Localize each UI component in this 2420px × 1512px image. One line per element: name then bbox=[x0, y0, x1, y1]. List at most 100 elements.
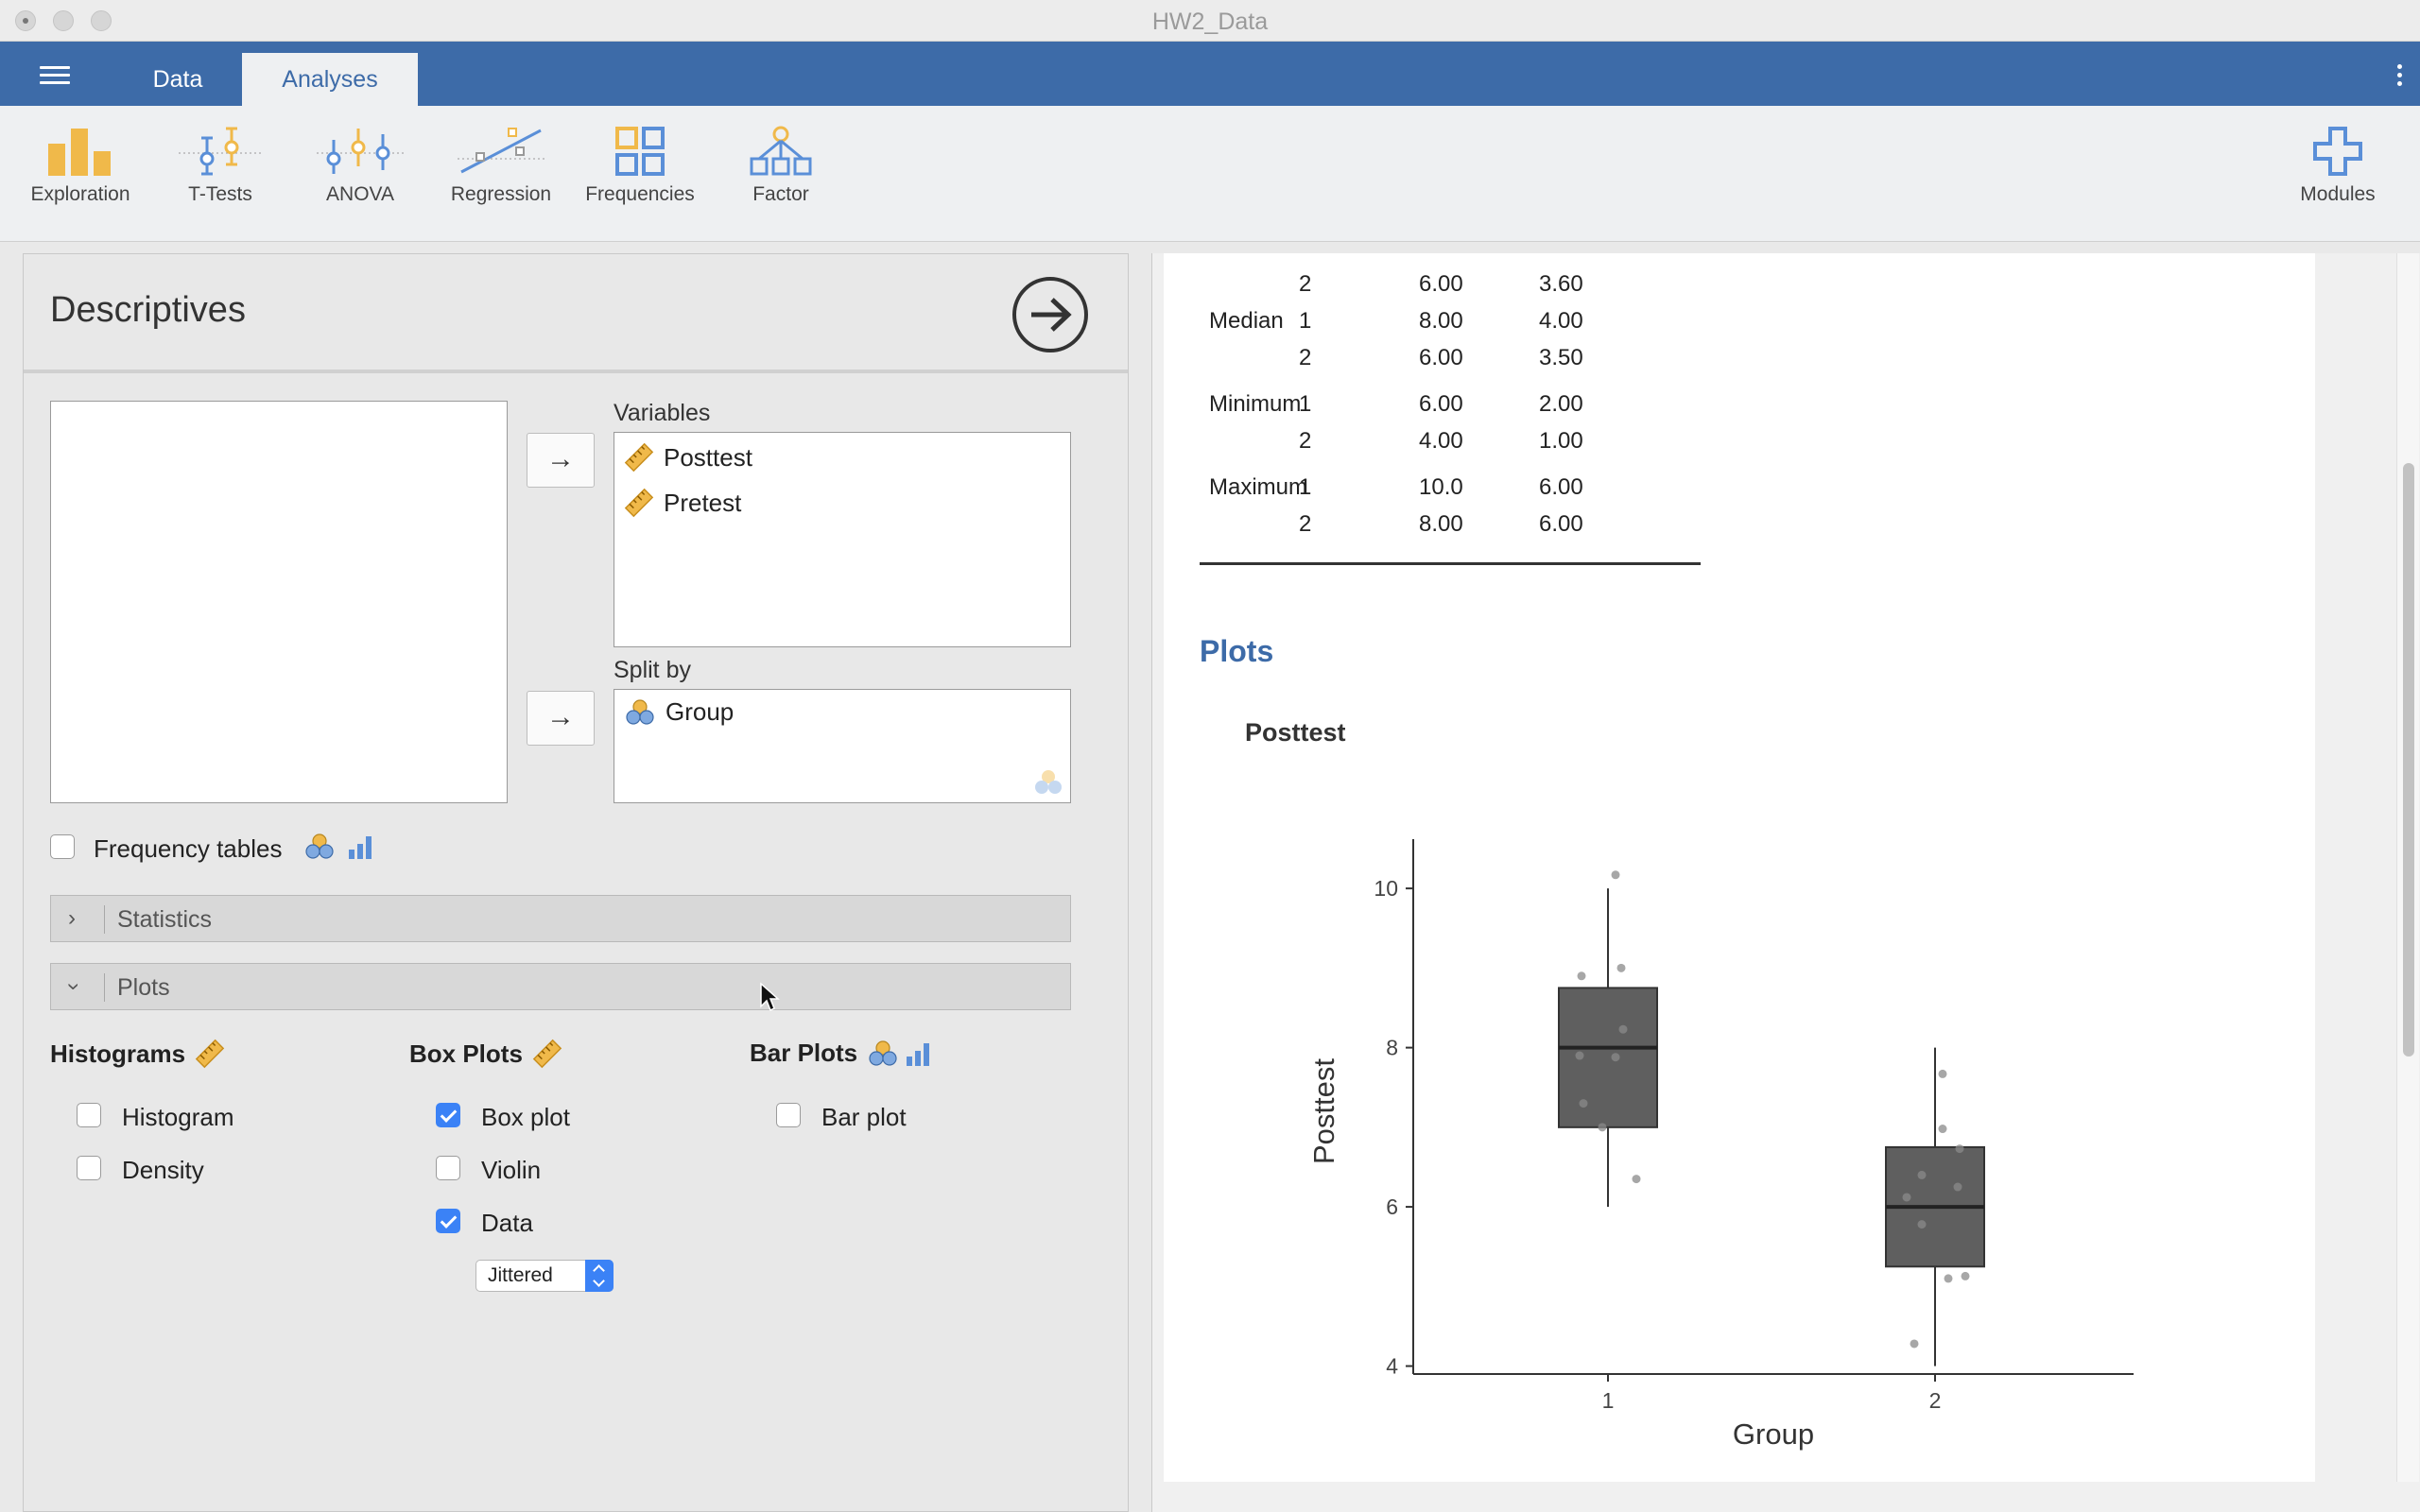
x-tick-label: 2 bbox=[1929, 1388, 1942, 1413]
pretest-cell: 3.50 bbox=[1539, 345, 1583, 370]
frequencies-button[interactable]: Frequencies bbox=[569, 125, 711, 206]
data-display-select[interactable]: Jittered bbox=[475, 1260, 614, 1292]
pretest-cell: 6.00 bbox=[1539, 511, 1583, 537]
statistics-section-label: Statistics bbox=[117, 906, 213, 933]
mouse-cursor-icon bbox=[760, 982, 780, 1012]
data-point bbox=[1575, 1051, 1584, 1060]
ttests-button[interactable]: T-Tests bbox=[149, 125, 291, 206]
bar-plot-checkbox[interactable] bbox=[776, 1103, 801, 1127]
frequencies-icon bbox=[615, 127, 665, 176]
box-plot-label: Box plot bbox=[481, 1103, 570, 1131]
available-variables-list[interactable] bbox=[50, 401, 508, 803]
pretest-cell: 1.00 bbox=[1539, 428, 1583, 454]
results-scrollbar[interactable] bbox=[2396, 253, 2419, 1482]
factor-icon bbox=[750, 126, 812, 176]
ruler-icon bbox=[624, 488, 654, 518]
anova-button[interactable]: ANOVA bbox=[289, 125, 431, 206]
frequencies-label: Frequencies bbox=[585, 183, 695, 205]
posttest-cell: 6.00 bbox=[1419, 271, 1463, 297]
group-cell: 2 bbox=[1299, 345, 1312, 370]
data-point bbox=[1618, 1024, 1628, 1034]
density-checkbox[interactable] bbox=[77, 1156, 101, 1180]
box-group-1 bbox=[1558, 987, 1658, 1128]
group-cell: 2 bbox=[1299, 428, 1312, 454]
move-to-split-by-button[interactable]: → bbox=[527, 691, 595, 746]
factor-label: Factor bbox=[752, 183, 809, 205]
statistics-section-header[interactable]: › Statistics bbox=[50, 895, 1071, 942]
variables-list[interactable]: Posttest Pretest bbox=[614, 432, 1071, 647]
ttests-icon bbox=[179, 127, 262, 176]
factor-button[interactable]: Factor bbox=[710, 125, 852, 206]
data-point bbox=[1632, 1175, 1641, 1184]
anova-icon bbox=[317, 129, 404, 174]
maximize-window-button[interactable] bbox=[91, 10, 112, 31]
y-tick-label: 10 bbox=[1374, 876, 1398, 901]
x-axis-label: Group bbox=[1733, 1418, 1814, 1451]
ordinal-variable-icon bbox=[349, 836, 372, 859]
minimize-window-button[interactable] bbox=[53, 10, 74, 31]
nominal-variable-icon bbox=[1035, 770, 1062, 794]
tab-data[interactable]: Data bbox=[152, 66, 203, 93]
scrollbar-thumb[interactable] bbox=[2403, 463, 2414, 1057]
data-point bbox=[1955, 1144, 1964, 1154]
main-tab-bar: Data Analyses bbox=[0, 42, 2420, 106]
posttest-cell: 8.00 bbox=[1419, 511, 1463, 537]
x-tick-label: 1 bbox=[1602, 1388, 1615, 1413]
exploration-label: Exploration bbox=[30, 183, 130, 205]
frequency-tables-label: Frequency tables bbox=[94, 834, 283, 863]
frequency-tables-checkbox[interactable] bbox=[50, 834, 75, 859]
data-point bbox=[1598, 1123, 1607, 1132]
group-cell: 1 bbox=[1299, 391, 1312, 417]
exploration-button[interactable]: Exploration bbox=[9, 125, 151, 206]
split-by-list[interactable]: Group bbox=[614, 689, 1071, 803]
title-bar: HW2_Data bbox=[0, 0, 2420, 42]
data-point bbox=[1917, 1170, 1927, 1179]
data-point bbox=[1611, 870, 1620, 880]
data-point bbox=[1917, 1220, 1927, 1229]
pretest-cell: 3.60 bbox=[1539, 271, 1583, 297]
group-cell: 1 bbox=[1299, 474, 1312, 500]
run-arrow-button[interactable] bbox=[1012, 277, 1088, 352]
variable-name: Pretest bbox=[664, 488, 742, 517]
posttest-cell: 6.00 bbox=[1419, 345, 1463, 370]
data-label: Data bbox=[481, 1209, 533, 1237]
group-cell: 2 bbox=[1299, 511, 1312, 537]
pretest-cell: 6.00 bbox=[1539, 474, 1583, 500]
data-point bbox=[1616, 963, 1626, 972]
bar-plot-label: Bar plot bbox=[821, 1103, 907, 1131]
list-item[interactable]: Group bbox=[624, 697, 734, 727]
plots-section-header[interactable]: › Plots bbox=[50, 963, 1071, 1010]
histogram-checkbox[interactable] bbox=[77, 1103, 101, 1127]
move-to-variables-button[interactable]: → bbox=[527, 433, 595, 488]
list-item[interactable]: Posttest bbox=[624, 442, 752, 472]
ttests-label: T-Tests bbox=[188, 183, 252, 205]
data-display-value: Jittered bbox=[488, 1264, 553, 1286]
data-point bbox=[1944, 1274, 1953, 1283]
data-checkbox[interactable] bbox=[436, 1209, 460, 1233]
ordinal-variable-icon bbox=[907, 1042, 930, 1066]
data-point bbox=[1910, 1339, 1919, 1349]
tab-analyses[interactable]: Analyses bbox=[242, 53, 418, 106]
list-item[interactable]: Pretest bbox=[624, 488, 741, 518]
stat-cell: Median bbox=[1209, 308, 1284, 334]
group-cell: 1 bbox=[1299, 308, 1312, 334]
chevron-down-icon: › bbox=[61, 983, 87, 990]
data-point bbox=[1961, 1271, 1970, 1280]
plots-section-label: Plots bbox=[117, 974, 170, 1001]
box-plots-group-title: Box Plots bbox=[409, 1039, 562, 1069]
close-window-button[interactable] bbox=[15, 10, 36, 31]
modules-button[interactable]: Modules bbox=[2267, 125, 2409, 206]
select-stepper-icon bbox=[585, 1260, 614, 1292]
menu-icon[interactable] bbox=[40, 66, 70, 84]
violin-checkbox[interactable] bbox=[436, 1156, 460, 1180]
more-options-icon[interactable] bbox=[2397, 64, 2403, 90]
box-plot-checkbox[interactable] bbox=[436, 1103, 460, 1127]
regression-button[interactable]: Regression bbox=[430, 125, 572, 206]
histograms-group-title: Histograms bbox=[50, 1039, 225, 1069]
window-title: HW2_Data bbox=[1151, 9, 1269, 35]
regression-label: Regression bbox=[450, 183, 552, 205]
stat-cell: Maximum bbox=[1209, 474, 1308, 500]
bar-plots-group-title: Bar Plots bbox=[750, 1039, 933, 1068]
regression-icon bbox=[458, 128, 544, 174]
